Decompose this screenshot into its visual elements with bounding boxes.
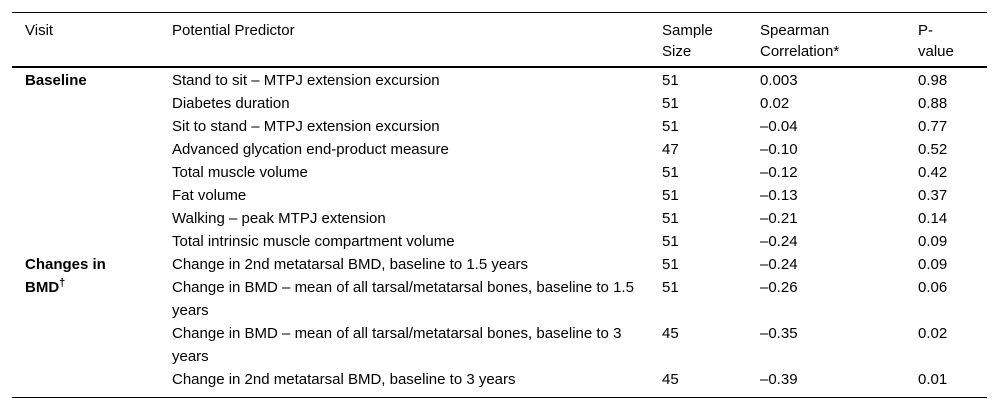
pvalue-cell: 0.06: [918, 279, 948, 296]
dagger-footnote-marker: †: [59, 277, 66, 289]
pvalue-cell: 0.01: [918, 371, 948, 388]
header-line: Spearman: [760, 22, 830, 39]
correlation-cell: –0.24: [760, 233, 798, 250]
correlation-cell: –0.13: [760, 187, 798, 204]
sample-size-cell: 45: [662, 371, 679, 388]
table-row: Baseline Stand to sit – MTPJ extension e…: [12, 67, 987, 92]
pvalue-cell: 0.88: [918, 95, 948, 112]
predictor-cell: Diabetes duration: [172, 95, 290, 112]
table-row: Fat volume 51 –0.13 0.37: [12, 184, 987, 207]
correlation-cell: –0.10: [760, 141, 798, 158]
correlation-cell: 0.02: [760, 95, 790, 112]
pvalue-cell: 0.14: [918, 210, 948, 227]
sample-size-cell: 51: [662, 95, 679, 112]
sample-size-cell: 47: [662, 141, 679, 158]
sample-size-cell: 51: [662, 210, 679, 227]
table-row: Diabetes duration 51 0.02 0.88: [12, 92, 987, 115]
correlation-results-table: Visit Potential Predictor Sample Size Sp…: [12, 12, 987, 398]
sample-size-cell: 51: [662, 187, 679, 204]
header-line: Size: [662, 43, 692, 60]
visit-group-label: BMD: [25, 279, 60, 296]
visit-group-changes-in-bmd: Changes in BMD†: [12, 253, 172, 398]
predictor-cell: Change in BMD – mean of all tarsal/metat…: [172, 325, 622, 365]
predictor-cell: Total intrinsic muscle compartment volum…: [172, 233, 455, 250]
correlation-cell: 0.003: [760, 72, 798, 89]
pvalue-cell: 0.02: [918, 325, 948, 342]
predictor-cell: Walking – peak MTPJ extension: [172, 210, 386, 227]
table-row: Total intrinsic muscle compartment volum…: [12, 230, 987, 253]
visit-group-label-line: BMD†: [25, 276, 172, 299]
column-header-spearman: Spearman Correlation*: [760, 12, 918, 68]
sample-size-cell: 51: [662, 256, 679, 273]
header-line: P-: [918, 22, 933, 39]
table-row: Advanced glycation end-product measure 4…: [12, 138, 987, 161]
table-row: Change in BMD – mean of all tarsal/metat…: [12, 322, 987, 368]
table-header: Visit Potential Predictor Sample Size Sp…: [12, 12, 987, 68]
table-row: Sit to stand – MTPJ extension excursion …: [12, 115, 987, 138]
header-line: Correlation*: [760, 43, 840, 60]
header-line: value: [918, 43, 954, 60]
predictor-cell: Change in BMD – mean of all tarsal/metat…: [172, 279, 634, 319]
correlation-cell: –0.35: [760, 325, 798, 342]
predictor-cell: Total muscle volume: [172, 164, 308, 181]
table-row: Change in 2nd metatarsal BMD, baseline t…: [12, 368, 987, 398]
pvalue-cell: 0.09: [918, 233, 948, 250]
sample-size-cell: 51: [662, 279, 679, 296]
pvalue-cell: 0.42: [918, 164, 948, 181]
predictor-cell: Change in 2nd metatarsal BMD, baseline t…: [172, 256, 529, 273]
header-row: Visit Potential Predictor Sample Size Sp…: [12, 12, 987, 68]
column-header-pvalue: P- value: [918, 12, 987, 68]
predictor-cell: Stand to sit – MTPJ extension excursion: [172, 72, 440, 89]
pvalue-cell: 0.77: [918, 118, 948, 135]
predictor-cell: Advanced glycation end-product measure: [172, 141, 449, 158]
sample-size-cell: 51: [662, 118, 679, 135]
correlation-cell: –0.26: [760, 279, 798, 296]
pvalue-cell: 0.37: [918, 187, 948, 204]
correlation-cell: –0.12: [760, 164, 798, 181]
correlation-cell: –0.24: [760, 256, 798, 273]
predictor-cell: Sit to stand – MTPJ extension excursion: [172, 118, 440, 135]
sample-size-cell: 45: [662, 325, 679, 342]
sample-size-cell: 51: [662, 233, 679, 250]
table-row: Walking – peak MTPJ extension 51 –0.21 0…: [12, 207, 987, 230]
header-line: Sample: [662, 22, 713, 39]
table-row: Total muscle volume 51 –0.12 0.42: [12, 161, 987, 184]
visit-group-label: Baseline: [25, 72, 87, 89]
pvalue-cell: 0.98: [918, 72, 948, 89]
correlation-cell: –0.04: [760, 118, 798, 135]
predictor-cell: Fat volume: [172, 187, 247, 204]
table-body: Baseline Stand to sit – MTPJ extension e…: [12, 67, 987, 398]
correlation-cell: –0.39: [760, 371, 798, 388]
column-header-visit: Visit: [12, 12, 172, 68]
table-row: Changes in BMD† Change in 2nd metatarsal…: [12, 253, 987, 296]
pvalue-cell: 0.09: [918, 256, 948, 273]
table-row: Change in BMD – mean of all tarsal/metat…: [12, 276, 987, 322]
correlation-cell: –0.21: [760, 210, 798, 227]
pvalue-cell: 0.52: [918, 141, 948, 158]
sample-size-cell: 51: [662, 164, 679, 181]
sample-size-cell: 51: [662, 72, 679, 89]
visit-group-label-line: Changes in: [25, 256, 106, 273]
visit-group-baseline: Baseline: [12, 67, 172, 253]
column-header-predictor: Potential Predictor: [172, 12, 662, 68]
predictor-cell: Change in 2nd metatarsal BMD, baseline t…: [172, 371, 516, 388]
column-header-sample-size: Sample Size: [662, 12, 760, 68]
